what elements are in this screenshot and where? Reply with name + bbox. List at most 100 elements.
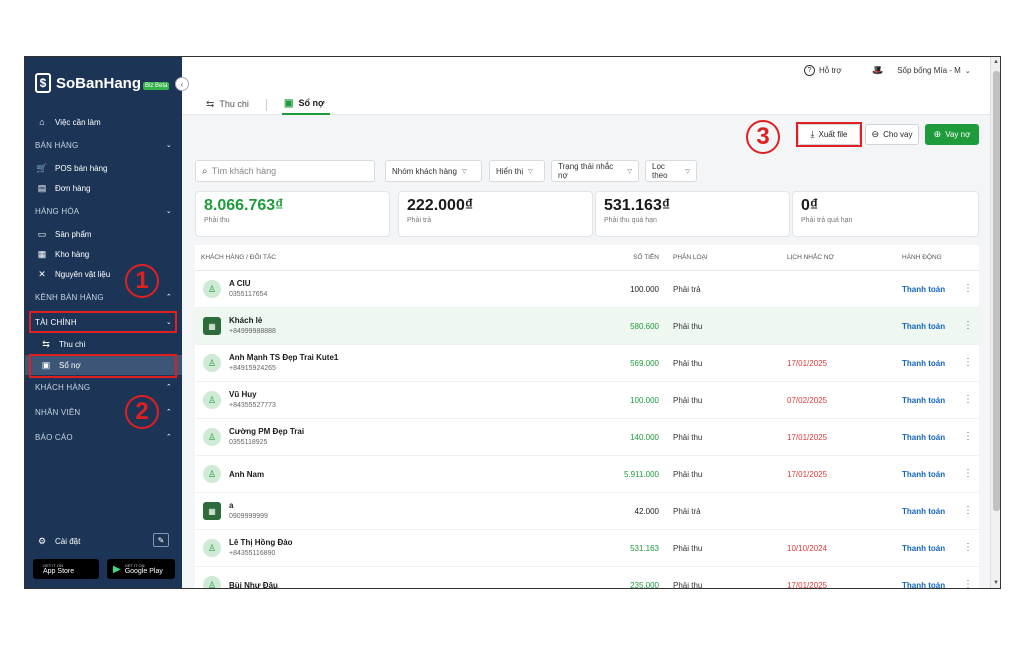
table-row[interactable]: ♙ Vũ Huy +84355527773 100.000 Phải thu 0… bbox=[195, 382, 979, 419]
sidebar-section-khach-hang[interactable]: KHÁCH HÀNG ⌃ bbox=[25, 377, 182, 397]
filter-by-dropdown[interactable]: Lọc theo ▽ bbox=[645, 160, 697, 182]
gear-icon: ⚙ bbox=[37, 535, 47, 546]
table-row[interactable]: ♙ Anh Mạnh TS Đẹp Trai Kute1 +8491592426… bbox=[195, 345, 979, 382]
sidebar-item-kho-hang[interactable]: ▦ Kho hàng bbox=[25, 244, 182, 264]
more-vertical-icon[interactable]: ⋮ bbox=[963, 357, 973, 368]
pay-link[interactable]: Thanh toán bbox=[902, 285, 946, 294]
more-vertical-icon[interactable]: ⋮ bbox=[963, 283, 973, 294]
user-icon: ♙ bbox=[203, 465, 221, 483]
customer-name: Bùi Như Đậu bbox=[229, 581, 278, 589]
help-link[interactable]: ? Hỗ trợ bbox=[804, 65, 842, 76]
summary-label: Phải thu quá hạn bbox=[604, 217, 657, 224]
scroll-thumb[interactable] bbox=[993, 71, 1000, 511]
search-customer-input[interactable]: ⌕ Tìm khách hàng bbox=[195, 160, 375, 182]
chevron-up-icon: ⌃ bbox=[165, 294, 172, 301]
sidebar-item-label: Đơn hàng bbox=[55, 183, 91, 193]
sidebar-section-hang-hoa[interactable]: HÀNG HÓA ⌄ bbox=[25, 201, 182, 221]
help-label: Hỗ trợ bbox=[819, 66, 842, 75]
home-icon: ⌂ bbox=[39, 117, 45, 127]
customer-name: Anh Nam bbox=[229, 470, 265, 479]
debt-type: Phải thu bbox=[673, 544, 703, 553]
store-switcher[interactable]: 🎩 Sốp bống Mía - M ⌄ bbox=[872, 65, 971, 76]
sidebar-item-todo[interactable]: ⌂ Việc cần làm bbox=[25, 112, 182, 132]
google-play-button[interactable]: ▶ GET IT ON Google Play bbox=[107, 559, 175, 579]
pay-link[interactable]: Thanh toán bbox=[902, 470, 946, 479]
pay-link[interactable]: Thanh toán bbox=[902, 544, 946, 553]
plus-circle-icon: ⊕ bbox=[933, 129, 942, 139]
app-store-button[interactable]: GET IT ON App Store bbox=[33, 559, 99, 579]
sidebar-item-don-hang[interactable]: ▤ Đơn hàng bbox=[25, 178, 182, 198]
sidebar-item-label: Kho hàng bbox=[55, 249, 90, 259]
sidebar-item-label: POS bán hàng bbox=[55, 163, 108, 173]
customer-group-dropdown[interactable]: Nhóm khách hàng ▽ bbox=[385, 160, 482, 182]
sidebar-section-nhan-vien[interactable]: NHÂN VIÊN ⌃ bbox=[25, 402, 182, 422]
more-vertical-icon[interactable]: ⋮ bbox=[963, 431, 973, 442]
export-file-button[interactable]: ⤓ Xuất file bbox=[798, 124, 860, 145]
summary-label: Phải thu bbox=[204, 217, 230, 224]
tab-so-no[interactable]: ▣ Sổ nợ bbox=[282, 93, 331, 115]
lend-button[interactable]: ⊖ Cho vay bbox=[865, 124, 919, 145]
reminder-status-dropdown[interactable]: Trạng thái nhắc nợ ▽ bbox=[551, 160, 639, 182]
customer-phone: +84915924265 bbox=[229, 365, 276, 372]
sidebar-section-ban-hang[interactable]: BÁN HÀNG ⌄ bbox=[25, 135, 182, 155]
scrollbar[interactable]: ▲ ▼ bbox=[990, 57, 1000, 588]
document-icon: ▤ bbox=[37, 182, 47, 193]
pay-link[interactable]: Thanh toán bbox=[902, 433, 946, 442]
table-row[interactable]: ♙ Bùi Như Đậu 235.000 Phải thu 17/01/202… bbox=[195, 567, 979, 589]
table-row[interactable]: ♙ A CIU 0355117654 100.000 Phải trả Than… bbox=[195, 271, 979, 308]
logo[interactable]: $ SoBanHang Biz Beta bbox=[35, 73, 170, 93]
sidebar-item-settings[interactable]: ⚙ Cài đặt bbox=[25, 531, 182, 551]
table-row[interactable]: ♙ Anh Nam 5.911.000 Phải thu 17/01/2025 … bbox=[195, 456, 979, 493]
sidebar-item-nguyen-vat-lieu[interactable]: ✕ Nguyên vật liệu bbox=[25, 264, 182, 284]
sidebar-item-so-no[interactable]: ▣ Sổ nợ bbox=[25, 355, 182, 375]
section-label: KHÁCH HÀNG bbox=[35, 382, 91, 392]
display-dropdown[interactable]: Hiển thị ▽ bbox=[489, 160, 545, 182]
user-icon: ♙ bbox=[203, 576, 221, 588]
user-icon: ♙ bbox=[203, 280, 221, 298]
pay-link[interactable]: Thanh toán bbox=[902, 322, 946, 331]
warehouse-icon: ▦ bbox=[37, 248, 47, 259]
more-vertical-icon[interactable]: ⋮ bbox=[963, 320, 973, 331]
sidebar-item-thu-chi[interactable]: ⇆ Thu chi bbox=[25, 334, 182, 354]
pay-link[interactable]: Thanh toán bbox=[902, 581, 946, 589]
transfer-arrows-icon: ⇆ bbox=[206, 98, 215, 110]
logo-text: SoBanHang bbox=[56, 74, 142, 92]
sidebar-item-label: Sản phẩm bbox=[55, 229, 92, 239]
tab-divider bbox=[266, 99, 267, 111]
pay-link[interactable]: Thanh toán bbox=[902, 359, 946, 368]
more-vertical-icon[interactable]: ⋮ bbox=[963, 579, 973, 589]
more-vertical-icon[interactable]: ⋮ bbox=[963, 468, 973, 479]
borrow-button[interactable]: ⊕ Vay nợ bbox=[925, 124, 979, 145]
table-row[interactable]: ▦ a 0909999999 42.000 Phải trả Thanh toá… bbox=[195, 493, 979, 530]
scroll-down-icon[interactable]: ▼ bbox=[993, 580, 999, 586]
more-vertical-icon[interactable]: ⋮ bbox=[963, 542, 973, 553]
summary-card-payable: 222.000₫ Phải trả bbox=[398, 191, 593, 237]
summary-value: 531.163₫ bbox=[604, 197, 671, 214]
table-row[interactable]: ▦ Khách lẻ +84999988888 580.600 Phải thu… bbox=[195, 308, 979, 345]
dropdown-label: Trạng thái nhắc nợ bbox=[558, 162, 614, 180]
sidebar-section-tai-chinh[interactable]: TÀI CHÍNH ⌄ bbox=[25, 312, 182, 332]
table-row[interactable]: ♙ Cường PM Đẹp Trai 0355118925 140.000 P… bbox=[195, 419, 979, 456]
sidebar-section-bao-cao[interactable]: BÁO CÁO ⌃ bbox=[25, 427, 182, 447]
sidebar-item-pos[interactable]: 🛒 POS bán hàng bbox=[25, 158, 182, 178]
summary-card-overdue-receivable: 531.163₫ Phải thu quá hạn bbox=[595, 191, 790, 237]
sidebar-item-san-pham[interactable]: ▭ Sản phẩm bbox=[25, 224, 182, 244]
chevron-down-icon: ▽ bbox=[528, 168, 533, 175]
storefront-avatar-icon: ▦ bbox=[203, 502, 221, 520]
cart-icon: 🛒 bbox=[36, 162, 48, 173]
edit-icon[interactable]: ✎ bbox=[153, 533, 169, 547]
table-row[interactable]: ♙ Lê Thị Hồng Đào +84355116890 531.163 P… bbox=[195, 530, 979, 567]
summary-value: 0₫ bbox=[801, 197, 819, 214]
reminder-date: 17/01/2025 bbox=[787, 470, 828, 479]
pay-link[interactable]: Thanh toán bbox=[902, 396, 946, 405]
collapse-sidebar-button[interactable]: ‹ bbox=[175, 77, 189, 91]
download-icon: ⤓ bbox=[810, 129, 815, 139]
tab-thu-chi[interactable]: ⇆ Thu chi bbox=[206, 93, 249, 115]
pay-link[interactable]: Thanh toán bbox=[902, 507, 946, 516]
customer-phone: 0355118925 bbox=[229, 439, 268, 446]
sidebar-section-kenh-ban-hang[interactable]: KÊNH BÁN HÀNG ⌃ bbox=[25, 287, 182, 307]
scroll-up-icon[interactable]: ▲ bbox=[993, 59, 999, 65]
more-vertical-icon[interactable]: ⋮ bbox=[963, 394, 973, 405]
more-vertical-icon[interactable]: ⋮ bbox=[963, 505, 973, 516]
box-icon: ▭ bbox=[37, 228, 47, 239]
